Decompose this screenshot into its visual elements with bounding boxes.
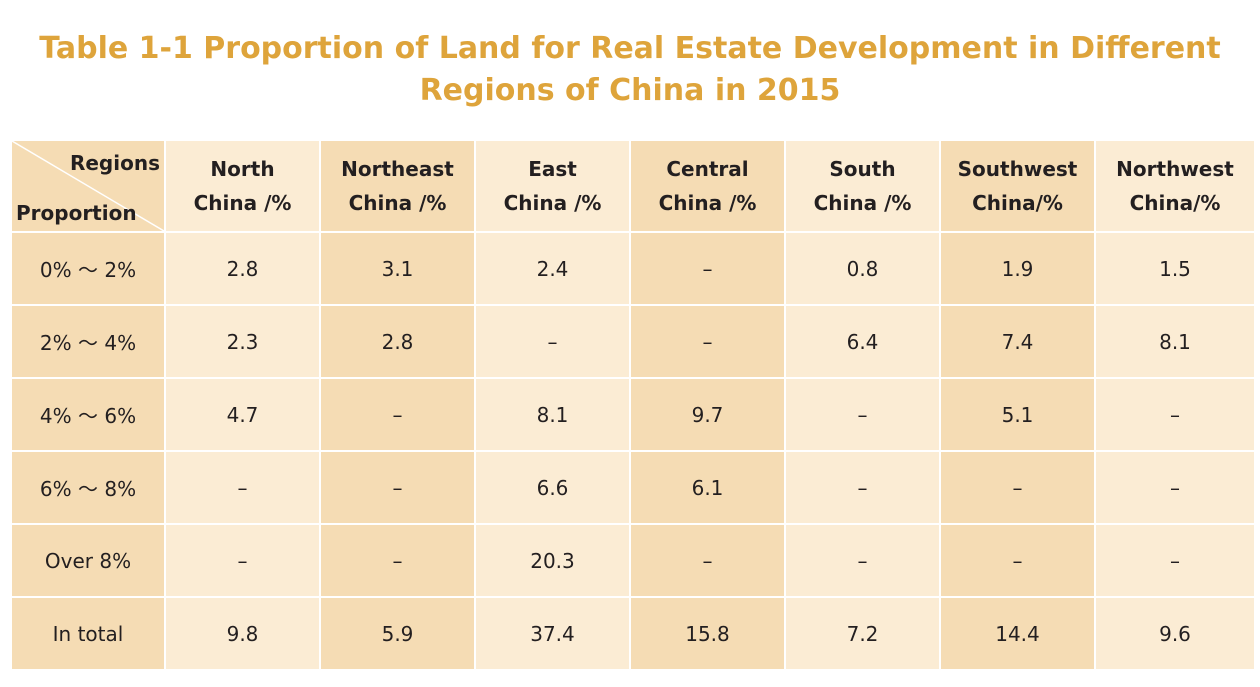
table-cell: – [629,304,786,379]
table-cell: – [784,377,941,452]
table-cell: 9.6 [1094,596,1256,671]
table-cell: 9.8 [164,596,321,671]
table-title-line-2: Regions of China in 2015 [419,73,841,108]
column-header: Northeast China /% [319,139,476,233]
table-row: 6% ～ 8% – – 6.6 6.1 – – – [10,450,1256,525]
column-header: South China /% [784,139,941,233]
table-cell: 14.4 [939,596,1096,671]
table-cell: 1.9 [939,231,1096,306]
table-cell: 7.2 [784,596,941,671]
column-header-line-2: China /% [193,191,292,215]
column-header-line-1: Southwest [957,157,1078,181]
table-cell: 2.8 [164,231,321,306]
table-cell: 20.3 [474,523,631,598]
corner-label-regions: Regions [69,151,160,175]
column-header-line-1: Northwest [1116,157,1234,181]
column-header: Central China /% [629,139,786,233]
table-cell: 37.4 [474,596,631,671]
row-label: Over 8% [10,523,166,598]
table-cell: – [629,523,786,598]
row-label: In total [10,596,166,671]
column-header-line-2: China/% [972,191,1063,215]
table-cell: 7.4 [939,304,1096,379]
table-cell: 6.1 [629,450,786,525]
column-header: Northwest China/% [1094,139,1256,233]
column-header: East China /% [474,139,631,233]
column-header-line-1: South [829,157,896,181]
table-cell: – [784,523,941,598]
table-cell: – [164,523,321,598]
row-label: 4% ～ 6% [10,377,166,452]
table-cell: 4.7 [164,377,321,452]
header-row: Regions Proportion North China /% Northea… [10,139,1256,233]
table-cell: 6.6 [474,450,631,525]
column-header-line-2: China /% [658,191,757,215]
column-header-line-1: East [528,157,577,181]
table-cell: 8.1 [474,377,631,452]
table-cell: – [474,304,631,379]
data-table: Regions Proportion North China /% Northea… [10,139,1256,671]
table-cell: 0.8 [784,231,941,306]
table-row: 2% ～ 4% 2.3 2.8 – – 6.4 7.4 8.1 [10,304,1256,379]
table-cell: 3.1 [319,231,476,306]
column-header: Southwest China/% [939,139,1096,233]
table-cell: 15.8 [629,596,786,671]
table-cell: – [1094,377,1256,452]
table-cell: 5.1 [939,377,1096,452]
column-header: North China /% [164,139,321,233]
table-cell: – [164,450,321,525]
table-row: 4% ～ 6% 4.7 – 8.1 9.7 – 5.1 – [10,377,1256,452]
table-cell: – [629,231,786,306]
table-cell: – [319,523,476,598]
table-cell: – [784,450,941,525]
table-cell: – [939,523,1096,598]
table-cell: – [319,450,476,525]
column-header-line-1: North [210,157,275,181]
table-row: Over 8% – – 20.3 – – – – [10,523,1256,598]
table-cell: 5.9 [319,596,476,671]
column-header-line-2: China /% [813,191,912,215]
table-cell: – [319,377,476,452]
row-label: 2% ～ 4% [10,304,166,379]
column-header-line-2: China/% [1129,191,1221,215]
table-cell: 8.1 [1094,304,1256,379]
column-header-line-2: China /% [348,191,447,215]
table-row-total: In total 9.8 5.9 37.4 15.8 7.2 14.4 9.6 [10,596,1256,671]
corner-header-cell: Regions Proportion [10,139,166,233]
corner-label-proportion: Proportion [16,201,137,225]
row-label: 6% ～ 8% [10,450,166,525]
table-cell: 6.4 [784,304,941,379]
table-cell: 2.8 [319,304,476,379]
table-row: 0% ～ 2% 2.8 3.1 2.4 – 0.8 1.9 1.5 [10,231,1256,306]
corner-diagonal-line [13,142,163,230]
table-cell: 2.4 [474,231,631,306]
table-title: Table 1-1 Proportion of Land for Real Es… [0,28,1260,112]
table-title-line-1: Table 1-1 Proportion of Land for Real Es… [39,31,1221,66]
table-cell: – [939,450,1096,525]
column-header-line-1: Central [666,157,749,181]
row-label: 0% ～ 2% [10,231,166,306]
column-header-line-2: China /% [503,191,602,215]
table-cell: 1.5 [1094,231,1256,306]
table-cell: 2.3 [164,304,321,379]
table-cell: – [1094,523,1256,598]
table-cell: – [1094,450,1256,525]
table-cell: 9.7 [629,377,786,452]
column-header-line-1: Northeast [341,157,454,181]
